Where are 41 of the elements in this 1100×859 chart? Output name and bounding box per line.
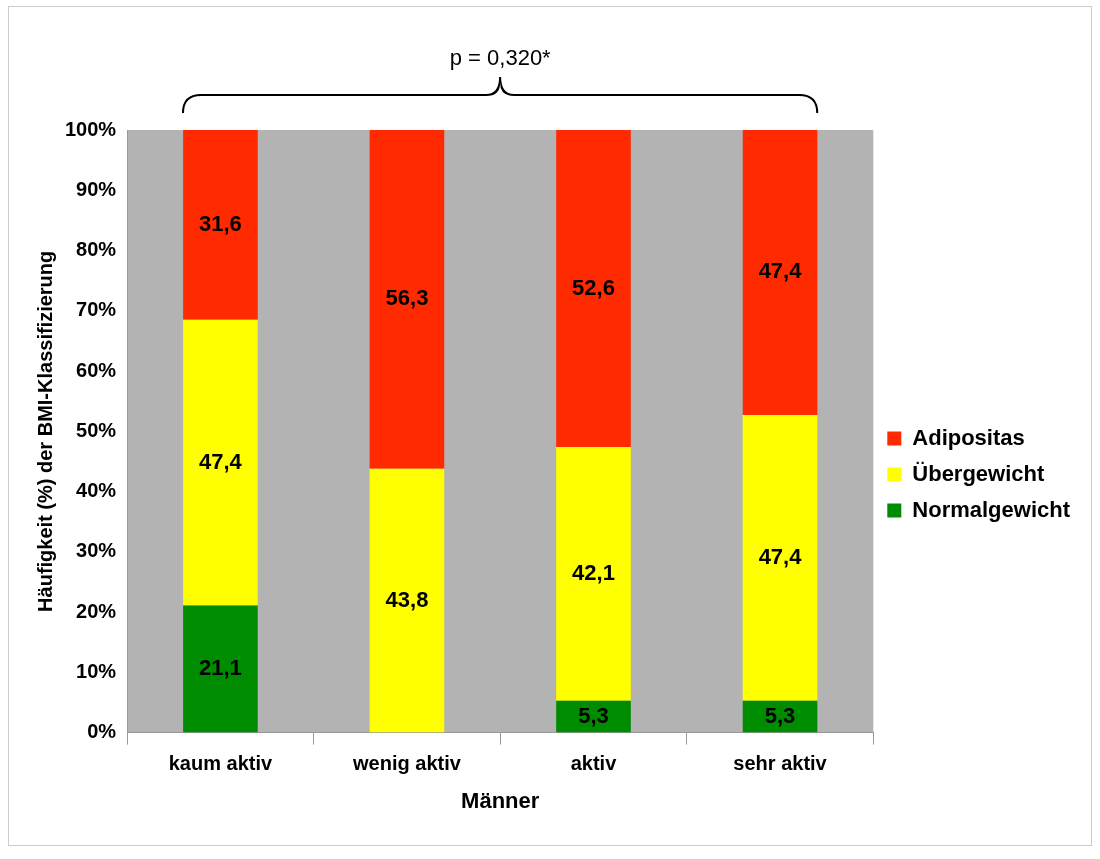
- bar: [183, 319, 258, 606]
- legend-label: Adipositas: [912, 424, 1025, 450]
- data-label: 56,3: [385, 285, 429, 311]
- y-tick-label: 20%: [76, 599, 117, 622]
- y-tick-label: 0%: [87, 720, 117, 743]
- bar: [369, 130, 445, 469]
- data-label: 42,1: [572, 559, 615, 585]
- data-label: 21,1: [199, 655, 242, 681]
- y-tick-label: 30%: [76, 539, 117, 562]
- x-axis-title: Männer: [461, 787, 540, 813]
- text: p = 0,320*: [449, 45, 551, 71]
- y-tick-label: 50%: [76, 418, 117, 441]
- x-tick-label: aktiv: [570, 752, 618, 775]
- y-tick-label: 80%: [76, 238, 117, 261]
- data-label: 47,4: [199, 448, 243, 474]
- y-tick-label: 70%: [76, 298, 117, 321]
- x-tick-label: wenig aktiv: [352, 752, 462, 775]
- bar: [742, 415, 818, 701]
- bar: [556, 446, 631, 701]
- data-label: 31,6: [199, 210, 242, 236]
- x-tick-label: sehr aktiv: [733, 752, 828, 775]
- legend-label: Übergewicht: [912, 460, 1045, 486]
- data-label: 5,3: [764, 702, 796, 728]
- bar: [742, 130, 818, 416]
- data-label: 47,4: [758, 543, 803, 569]
- bar: [556, 130, 631, 447]
- y-tick-label: 60%: [76, 358, 117, 381]
- y-tick-label: 100%: [65, 117, 117, 140]
- data-label: 5,3: [578, 702, 609, 728]
- bar: [369, 468, 445, 733]
- data-label: 52,6: [572, 274, 615, 300]
- data-label: 43,8: [385, 586, 429, 612]
- y-tick-label: 40%: [76, 479, 117, 502]
- bar: [183, 605, 258, 733]
- y-axis-title: Häufigkeit (%) der BMI-Klassifizierung: [33, 250, 56, 612]
- x-tick-label: kaum aktiv: [168, 752, 273, 775]
- bar: [183, 130, 258, 320]
- y-tick-label: 10%: [76, 659, 117, 682]
- y-tick-label: 90%: [76, 177, 117, 200]
- data-label: 47,4: [758, 258, 803, 284]
- legend-label: Normalgewicht: [912, 496, 1071, 522]
